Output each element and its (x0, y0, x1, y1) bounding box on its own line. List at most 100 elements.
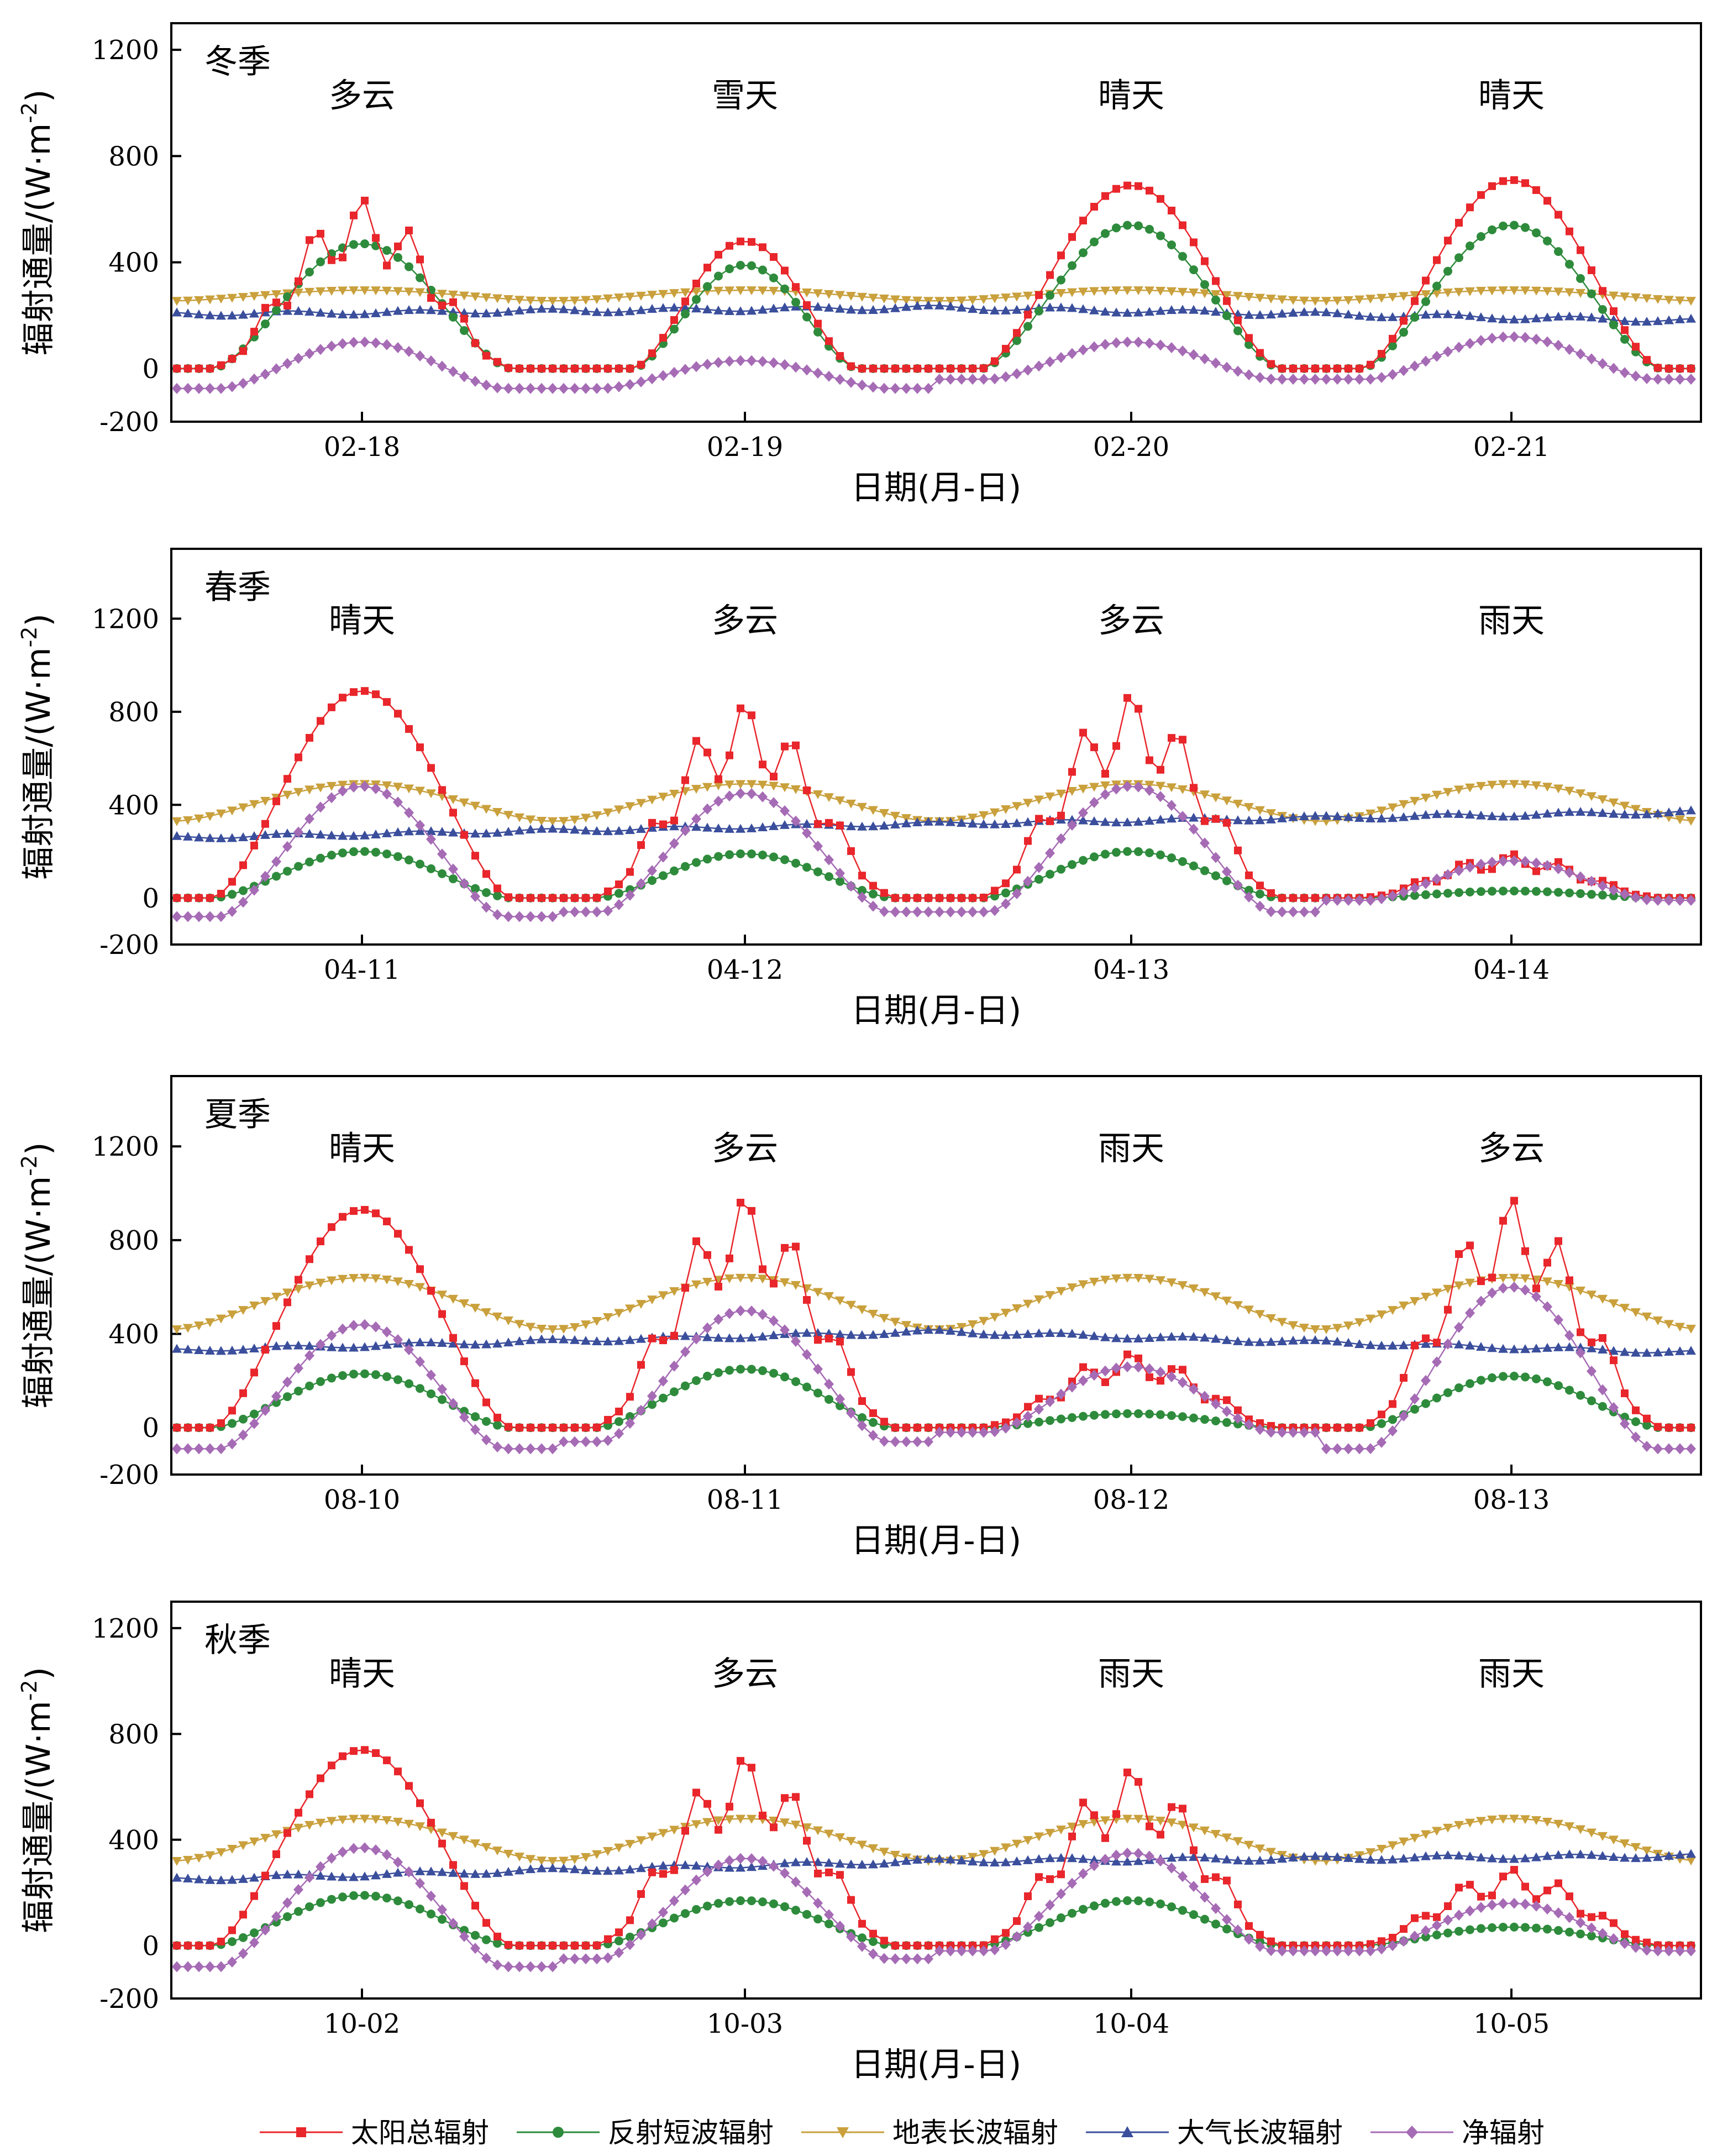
data-point-atm_lw (1564, 807, 1574, 816)
data-point-solar (372, 690, 380, 699)
data-point-net (857, 891, 867, 903)
data-point-solar (958, 364, 965, 373)
data-point-net (183, 382, 193, 394)
data-point-net (282, 841, 292, 852)
data-point-surf_lw (1244, 803, 1254, 812)
data-point-net (514, 911, 524, 922)
data-point-net (1034, 1403, 1044, 1415)
data-point-reflect (1488, 1373, 1496, 1382)
data-point-reflect (670, 866, 679, 875)
data-point-surf_lw (1609, 1299, 1619, 1308)
data-point-surf_lw (1255, 1310, 1265, 1319)
data-point-solar (1024, 311, 1032, 319)
data-point-atm_lw (625, 306, 635, 316)
data-point-solar (947, 364, 954, 373)
x-tick-label: 10-03 (707, 2008, 783, 2039)
data-point-atm_lw (548, 303, 558, 313)
data-point-solar (1477, 865, 1485, 874)
data-point-net (736, 1853, 745, 1864)
data-point-surf_lw (1167, 1278, 1177, 1288)
data-point-net (293, 1362, 303, 1374)
data-point-solar (1555, 858, 1562, 866)
data-point-net (1255, 372, 1265, 384)
data-point-reflect (360, 239, 369, 249)
data-point-solar (1411, 1341, 1419, 1350)
legend-marker (837, 2127, 849, 2138)
data-point-atm_lw (1321, 1335, 1331, 1345)
data-point-surf_lw (459, 798, 469, 807)
data-point-atm_lw (990, 1330, 1000, 1339)
data-point-net (183, 1443, 193, 1455)
data-point-surf_lw (1012, 1839, 1022, 1849)
data-point-net (791, 361, 801, 373)
data-point-surf_lw (846, 292, 856, 301)
data-point-reflect (1145, 1897, 1154, 1907)
data-point-net (437, 1383, 447, 1395)
data-point-reflect (1090, 1901, 1099, 1911)
data-point-reflect (1488, 886, 1496, 896)
data-point-reflect (758, 265, 767, 275)
y-axis-label: 辐射通量/(W·m-2) (17, 613, 58, 880)
data-point-net (1686, 1945, 1696, 1956)
data-point-surf_lw (1454, 1281, 1464, 1291)
data-point-reflect (1101, 849, 1110, 859)
data-point-atm_lw (1354, 311, 1364, 320)
data-point-net (1111, 337, 1121, 349)
data-point-solar (1367, 1940, 1374, 1948)
data-point-surf_lw (680, 288, 690, 297)
data-point-reflect (493, 1420, 502, 1430)
data-point-atm_lw (791, 1328, 801, 1337)
data-point-surf_lw (404, 784, 414, 794)
data-point-net (1144, 1363, 1154, 1375)
data-point-atm_lw (470, 1869, 480, 1878)
data-point-net (293, 353, 303, 364)
data-point-net (713, 795, 723, 807)
data-point-surf_lw (979, 1850, 989, 1859)
data-point-net (1023, 1410, 1033, 1422)
data-point-reflect (471, 1931, 480, 1940)
data-point-solar (394, 1230, 402, 1238)
data-point-reflect (1554, 1381, 1563, 1391)
data-point-net (592, 1953, 602, 1965)
data-point-atm_lw (1487, 811, 1497, 820)
data-point-solar (1643, 1938, 1651, 1947)
data-point-surf_lw (293, 288, 303, 298)
data-point-surf_lw (1421, 794, 1431, 803)
data-point-surf_lw (1178, 1821, 1188, 1830)
data-point-reflect (416, 273, 424, 282)
data-point-atm_lw (327, 1342, 337, 1351)
data-point-net (1631, 370, 1641, 382)
data-point-reflect (1079, 1905, 1088, 1914)
data-point-solar (1179, 1804, 1186, 1813)
data-point-solar (1135, 705, 1142, 713)
data-point-solar (814, 820, 822, 828)
data-point-solar (571, 894, 579, 902)
data-point-net (404, 1866, 414, 1877)
data-point-solar (1013, 865, 1021, 874)
data-point-solar (936, 364, 943, 373)
data-point-surf_lw (271, 1830, 281, 1839)
data-point-surf_lw (1089, 1277, 1099, 1287)
data-point-atm_lw (934, 1854, 944, 1863)
data-point-reflect (272, 1398, 281, 1407)
data-point-net (636, 1404, 646, 1416)
data-point-net (282, 358, 292, 369)
data-point-atm_lw (1001, 305, 1011, 314)
data-point-reflect (405, 1379, 413, 1388)
data-point-surf_lw (1266, 1848, 1276, 1857)
data-point-surf_lw (1001, 1843, 1011, 1853)
data-point-atm_lw (1100, 817, 1110, 826)
data-point-reflect (836, 877, 844, 886)
data-point-surf_lw (249, 1302, 259, 1311)
data-point-net (1531, 333, 1541, 345)
data-point-surf_lw (669, 789, 679, 799)
y-tick-label: 1200 (92, 35, 159, 66)
data-point-net (769, 1315, 779, 1326)
legend-label: 太阳总辐射 (351, 2117, 489, 2149)
data-point-net (1045, 356, 1055, 368)
data-point-net (603, 905, 613, 917)
data-point-reflect (791, 1377, 800, 1386)
data-point-solar (1632, 1935, 1640, 1944)
data-point-net (1078, 1868, 1088, 1880)
data-point-atm_lw (282, 1340, 292, 1350)
